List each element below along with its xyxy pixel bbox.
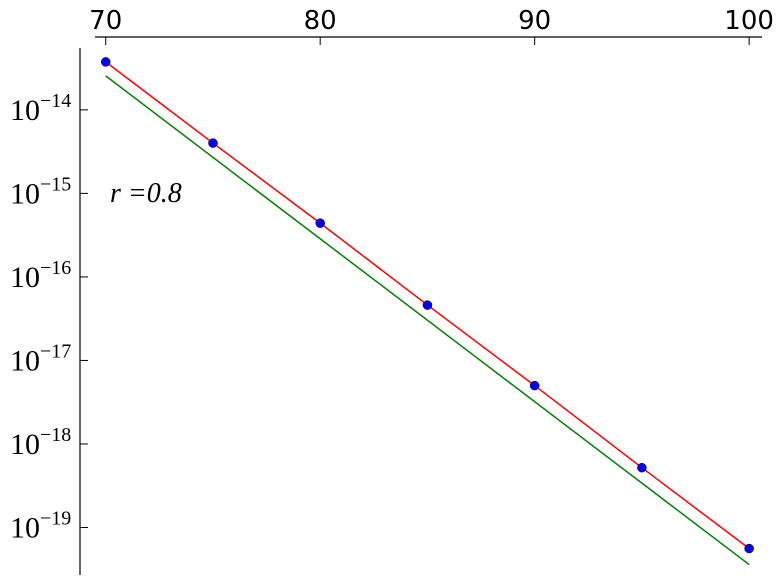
data-point <box>744 543 754 554</box>
data-point <box>529 380 540 391</box>
y-tick-label: 10−19 <box>10 508 71 545</box>
x-tick-label: 70 <box>89 6 122 36</box>
y-tick-label: 10−16 <box>10 257 71 294</box>
fit-line <box>105 75 750 566</box>
data-point <box>315 218 325 228</box>
data-point <box>422 300 433 310</box>
data-point <box>637 462 647 473</box>
y-tick-label: 10−17 <box>10 340 71 377</box>
data-point <box>100 57 111 67</box>
annotation: r =0.8 <box>110 178 182 209</box>
y-tick-label: 10−15 <box>10 173 71 210</box>
data-point <box>208 138 218 148</box>
x-tick-label: 90 <box>518 6 551 36</box>
y-tick-label: 10−14 <box>10 90 71 127</box>
x-tick-label: 100 <box>724 6 774 36</box>
y-tick-label: 10−18 <box>10 424 71 461</box>
x-tick-label: 80 <box>304 6 337 36</box>
